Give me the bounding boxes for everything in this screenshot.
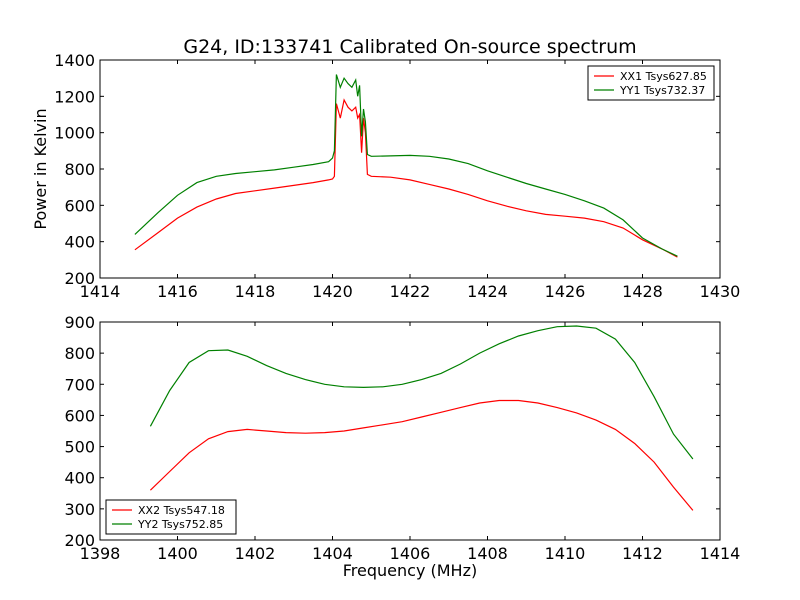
x-tick-label: 1404	[312, 544, 353, 563]
y-tick-label: 1000	[54, 124, 95, 143]
legend-label: XX2 Tsys547.18	[138, 504, 225, 517]
x-tick-label: 1406	[390, 544, 431, 563]
x-tick-label: 1408	[467, 544, 508, 563]
x-tick-label: 1414	[700, 544, 741, 563]
y-tick-label: 200	[64, 531, 95, 550]
x-tick-label: 1426	[545, 282, 586, 301]
x-tick-label: 1418	[235, 282, 276, 301]
y-tick-label: 600	[64, 406, 95, 425]
chart-title-top: G24, ID:133741 Calibrated On-source spec…	[183, 36, 636, 58]
legend-label: YY1 Tsys732.37	[619, 84, 705, 97]
legend-box	[105, 499, 237, 535]
x-axis-label-bottom: Frequency (MHz)	[343, 561, 477, 580]
y-tick-label: 400	[64, 469, 95, 488]
y-axis-label-top: Power in Kelvin	[31, 108, 50, 229]
axes-bottom: 1398 1400 1402 1404 1406 1408 1410 1412 1414 200 3…	[64, 313, 740, 563]
y-tick-label: 800	[64, 160, 95, 179]
x-tick-label: 1428	[622, 282, 663, 301]
y-tick-label: 1400	[54, 51, 95, 70]
legend-label: YY2 Tsys752.85	[137, 518, 223, 531]
x-tick-label: 1414	[80, 282, 121, 301]
x-tick-label: 1398	[80, 544, 121, 563]
y-tick-label: 300	[64, 500, 95, 519]
axes-top: 1414 1416 1418 1420 1422 1424 1426 1428 1430 200 4…	[54, 51, 740, 301]
y-tick-label: 900	[64, 313, 95, 332]
y-tick-label: 800	[64, 344, 95, 363]
x-tick-label: 1422	[390, 282, 431, 301]
y-tick-label: 1200	[54, 87, 95, 106]
x-tick-label: 1400	[157, 544, 198, 563]
y-tick-label: 200	[64, 269, 95, 288]
x-tick-label: 1410	[545, 544, 586, 563]
series-line-yy1	[134, 74, 678, 257]
x-tick-label: 1424	[467, 282, 508, 301]
x-tick-label: 1412	[622, 544, 663, 563]
y-tick-label: 700	[64, 375, 95, 394]
x-tick-label: 1416	[157, 282, 198, 301]
x-tick-label: 1402	[235, 544, 276, 563]
series-line-xx1	[134, 98, 678, 258]
y-tick-label: 600	[64, 196, 95, 215]
legend-box	[587, 65, 715, 101]
y-tick-label: 400	[64, 233, 95, 252]
x-tick-label: 1420	[312, 282, 353, 301]
legend-label: XX1 Tsys627.85	[620, 70, 707, 83]
series-line-yy2	[149, 325, 694, 460]
y-tick-label: 500	[64, 438, 95, 457]
x-tick-label: 1430	[700, 282, 741, 301]
series-line-xx2	[149, 399, 694, 511]
